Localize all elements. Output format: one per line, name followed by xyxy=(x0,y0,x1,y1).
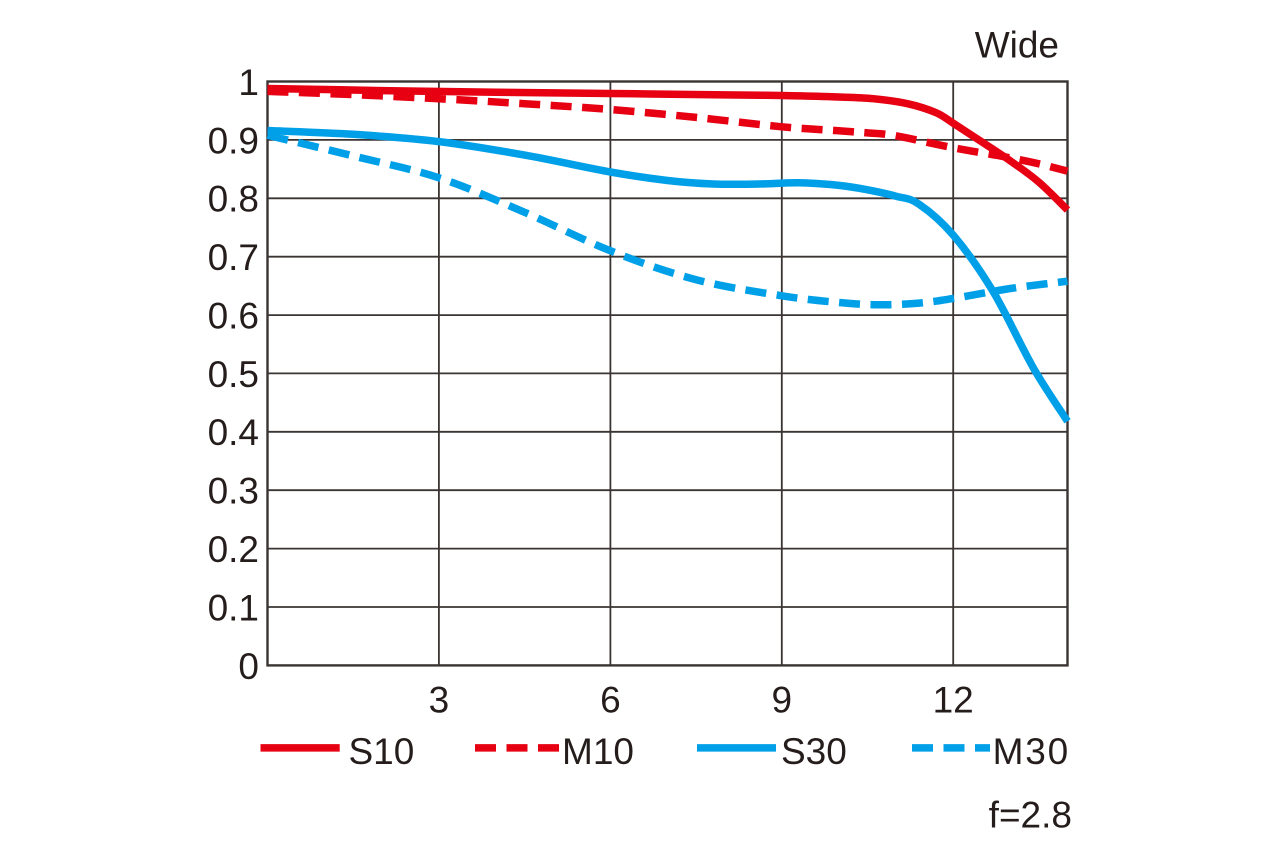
svg-text:0.3: 0.3 xyxy=(208,471,259,512)
svg-text:0.9: 0.9 xyxy=(208,120,259,161)
svg-text:6: 6 xyxy=(600,679,621,720)
svg-text:3: 3 xyxy=(429,679,450,720)
svg-text:0.4: 0.4 xyxy=(208,412,259,453)
svg-text:0.1: 0.1 xyxy=(208,587,259,628)
svg-text:0: 0 xyxy=(238,646,259,687)
svg-text:M10: M10 xyxy=(562,731,634,772)
svg-text:0.2: 0.2 xyxy=(208,529,259,570)
svg-text:0.6: 0.6 xyxy=(208,296,259,337)
svg-text:S10: S10 xyxy=(349,731,415,772)
svg-text:0.7: 0.7 xyxy=(208,237,259,278)
svg-text:0.5: 0.5 xyxy=(208,354,259,395)
svg-text:0.8: 0.8 xyxy=(208,179,259,220)
svg-text:Wide: Wide xyxy=(975,25,1059,66)
svg-text:1: 1 xyxy=(238,62,259,103)
svg-text:f=2.8: f=2.8 xyxy=(989,795,1072,836)
svg-text:M30: M30 xyxy=(993,731,1070,772)
svg-text:S30: S30 xyxy=(781,731,847,772)
svg-text:9: 9 xyxy=(772,679,793,720)
svg-text:12: 12 xyxy=(933,679,974,720)
